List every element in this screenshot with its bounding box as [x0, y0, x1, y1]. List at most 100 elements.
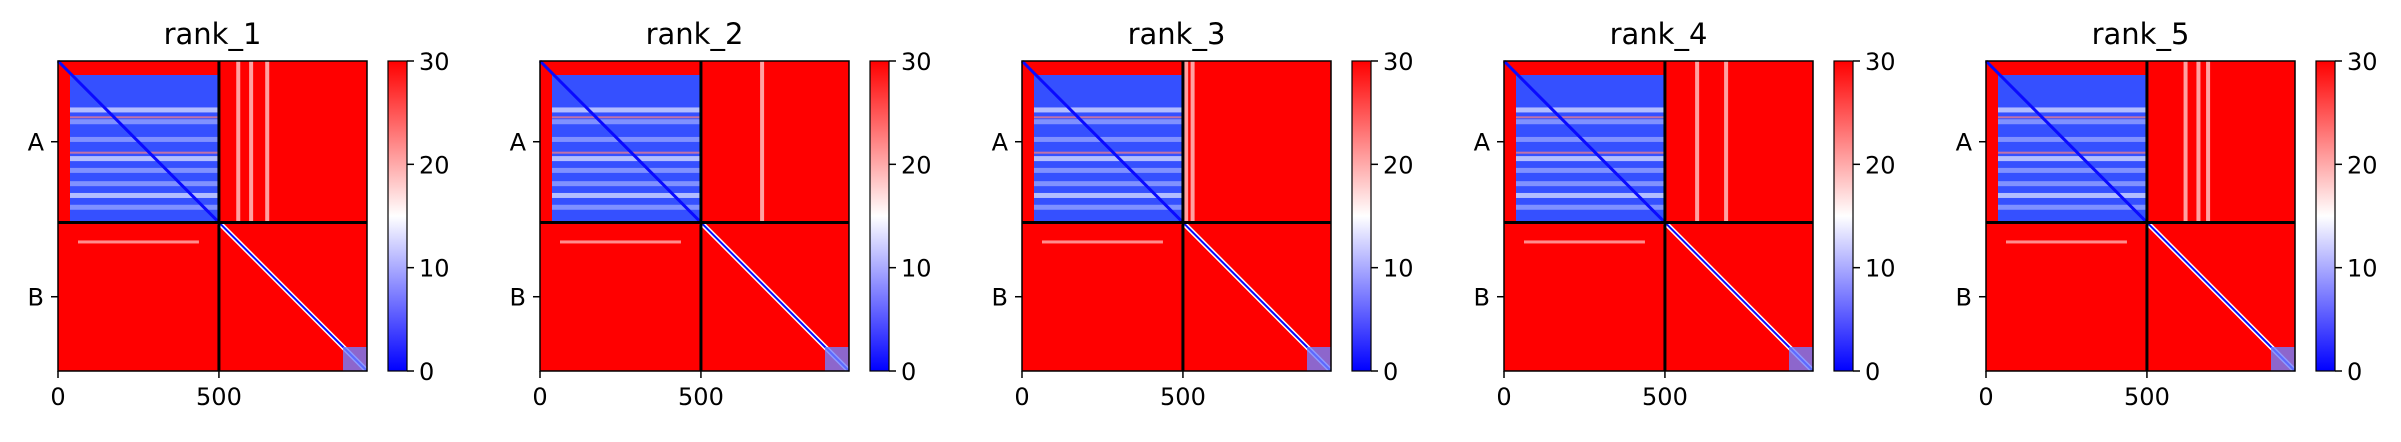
chain-a-band	[1516, 204, 1665, 210]
panel-rank_2: rank_2 A B 0 500 0 10 20 30	[510, 17, 932, 411]
interchain-column	[2206, 61, 2211, 223]
chain-a-band	[552, 136, 701, 142]
chain-a-stripe	[1034, 116, 1183, 119]
colorbar-tick-label: 20	[1865, 151, 1896, 179]
chain-a-band	[1998, 136, 2147, 142]
chain-a-band	[552, 204, 701, 210]
chain-a-band	[1516, 192, 1665, 198]
chain-b-diagonal	[2146, 221, 2296, 372]
x-tick-label: 500	[678, 383, 724, 411]
x-tick-label: 500	[196, 383, 242, 411]
colorbar-tick-label: 30	[1865, 48, 1896, 76]
colorbar-tick-label: 0	[1865, 358, 1880, 386]
interchain-speckle	[1042, 240, 1163, 244]
chart-title: rank_1	[164, 17, 262, 51]
x-tick-label: 0	[50, 383, 65, 411]
chain-a-band	[1034, 156, 1183, 162]
chain-a-band	[1034, 119, 1183, 125]
colorbar-tick-label: 30	[1383, 48, 1414, 76]
interchain-column	[249, 61, 254, 223]
chain-b-patch	[1789, 347, 1813, 371]
interchain-column	[236, 61, 241, 223]
chain-a-diagonal	[1020, 59, 1184, 224]
row-label: A	[1474, 129, 1491, 157]
chain-a-band	[1516, 181, 1665, 187]
chain-a-band	[70, 192, 219, 198]
chain-a-band	[1516, 107, 1665, 113]
interchain-column	[2196, 61, 2201, 223]
chain-b-diagonal	[700, 221, 850, 372]
chain-a-edge	[1504, 61, 1516, 223]
colorbar-tick-label: 10	[2347, 255, 2378, 283]
colorbar-frame	[1351, 60, 1372, 372]
chain-a-band	[1516, 136, 1665, 142]
colorbar-tick-label: 10	[419, 255, 450, 283]
chain-a-band	[1034, 204, 1183, 210]
chain-a-diagonal	[538, 59, 702, 224]
chain-a-band	[1998, 107, 2147, 113]
colorbar	[2316, 61, 2335, 371]
chain-a-edge	[540, 61, 552, 223]
interchain-speckle	[78, 240, 199, 244]
chain-a-band	[552, 107, 701, 113]
chain-a-edge	[58, 61, 70, 223]
chain-a-stripe	[1516, 116, 1665, 119]
colorbar-tick-label: 20	[419, 151, 450, 179]
colorbar-tick-label: 0	[901, 358, 916, 386]
heatmap-frame	[1503, 60, 1814, 372]
colorbar-tick-label: 10	[1383, 255, 1414, 283]
row-label: B	[1956, 284, 1972, 312]
panel-rank_1: rank_1 A B 0 500 0 10 20 30	[28, 17, 450, 411]
chain-a-stripe	[1034, 151, 1183, 154]
chain-a-band	[1516, 167, 1665, 173]
row-label: A	[28, 129, 45, 157]
chain-a-stripe	[1998, 151, 2147, 154]
chart-title: rank_2	[646, 17, 744, 51]
chain-a-band	[1998, 167, 2147, 173]
chain-b-patch	[2271, 347, 2295, 371]
row-label: A	[510, 129, 527, 157]
interchain-speckle	[1524, 240, 1645, 244]
chain-a-stripe	[70, 151, 219, 154]
colorbar-tick-label: 20	[1383, 151, 1414, 179]
heatmap-frame	[57, 60, 368, 372]
colorbar-frame	[2315, 60, 2336, 372]
chain-a-band	[1034, 181, 1183, 187]
colorbar-tick-label: 20	[901, 151, 932, 179]
interchain-column	[760, 61, 765, 223]
interchain-column	[1184, 61, 1189, 223]
chain-a-stripe	[552, 151, 701, 154]
chain-a-band	[552, 119, 701, 125]
colorbar-tick-label: 10	[1865, 255, 1896, 283]
row-label: B	[992, 284, 1008, 312]
chain-a-band	[1998, 156, 2147, 162]
interchain-column	[2183, 61, 2188, 223]
x-tick-label: 0	[1978, 383, 1993, 411]
chain-b-diagonal	[218, 221, 368, 372]
chain-a-stripe	[552, 116, 701, 119]
x-tick-label: 500	[1642, 383, 1688, 411]
chain-a-band	[1998, 192, 2147, 198]
colorbar-frame	[1833, 60, 1854, 372]
chain-a-band	[1034, 136, 1183, 142]
chain-a-edge	[1986, 61, 1998, 223]
colorbar	[870, 61, 889, 371]
colorbar	[388, 61, 407, 371]
colorbar-tick-label: 30	[901, 48, 932, 76]
chain-a-band	[1998, 181, 2147, 187]
interchain-column	[1724, 61, 1729, 223]
chain-b-diagonal	[1664, 221, 1814, 372]
chain-b-patch	[825, 347, 849, 371]
chart-title: rank_3	[1128, 17, 1226, 51]
colorbar-frame	[869, 60, 890, 372]
chain-a-band	[1998, 204, 2147, 210]
colorbar-tick-label: 30	[419, 48, 450, 76]
row-label: A	[1956, 129, 1973, 157]
chain-a-band	[1034, 192, 1183, 198]
row-label: B	[28, 284, 44, 312]
chain-a-band	[1516, 156, 1665, 162]
chain-a-band	[552, 156, 701, 162]
chain-a-band	[70, 119, 219, 125]
